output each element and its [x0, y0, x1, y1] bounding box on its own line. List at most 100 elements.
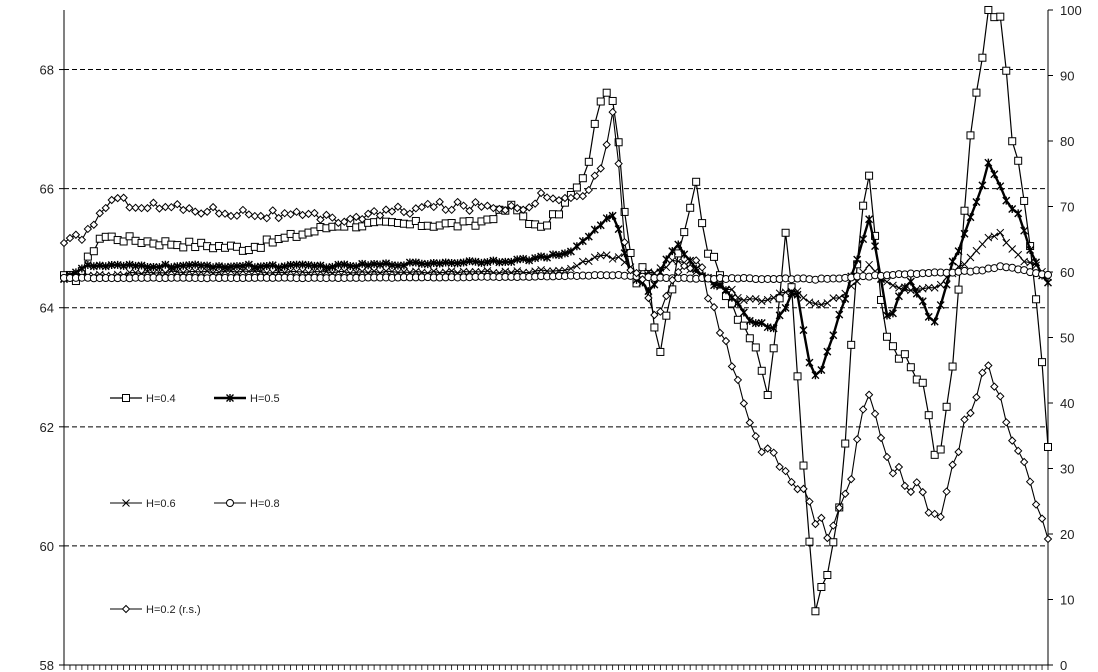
data-point	[280, 262, 289, 271]
data-point	[602, 88, 611, 97]
data-point	[209, 263, 218, 272]
data-point	[310, 227, 319, 236]
data-point	[740, 296, 748, 305]
data-point	[155, 241, 164, 250]
data-point	[936, 512, 945, 522]
data-point	[978, 181, 987, 190]
data-point	[894, 354, 903, 363]
data-point	[554, 196, 564, 205]
data-point	[77, 235, 87, 245]
data-point	[107, 195, 116, 205]
data-point	[560, 249, 569, 258]
data-point	[358, 259, 367, 268]
data-point	[960, 260, 969, 269]
data-point	[143, 267, 152, 276]
data-point	[316, 267, 325, 276]
data-point	[781, 228, 790, 237]
data-point	[638, 275, 647, 284]
data-point	[399, 261, 408, 270]
data-point	[304, 209, 313, 219]
data-point	[471, 257, 480, 266]
legend-label: H=0.4	[146, 393, 176, 405]
data-point	[423, 199, 432, 209]
data-point	[930, 509, 939, 519]
series-x	[60, 228, 1052, 309]
data-point	[89, 220, 99, 229]
data-point	[447, 258, 456, 267]
legend-label: H=0.5	[250, 393, 280, 405]
data-point	[716, 282, 724, 291]
data-point	[393, 202, 403, 211]
data-point	[709, 302, 719, 312]
series-square	[60, 5, 1052, 616]
data-point	[846, 474, 856, 484]
data-point	[817, 582, 826, 591]
data-point	[912, 478, 922, 487]
data-point	[596, 221, 605, 230]
data-point	[459, 201, 468, 210]
data-point	[948, 460, 957, 469]
data-point	[483, 258, 492, 267]
right-tick-label: 90	[1060, 69, 1074, 84]
data-point	[328, 213, 337, 222]
data-point	[775, 294, 784, 303]
data-point	[256, 243, 265, 252]
data-point	[590, 171, 599, 180]
data-point	[721, 336, 731, 346]
data-point	[536, 188, 546, 198]
data-point	[662, 263, 671, 272]
right-tick-label: 10	[1060, 593, 1074, 608]
data-point	[489, 215, 498, 224]
data-point	[889, 281, 897, 290]
data-point	[936, 301, 945, 310]
data-point	[865, 215, 874, 224]
data-point	[387, 207, 397, 216]
data-point	[751, 343, 760, 352]
data-point	[531, 254, 540, 263]
data-point	[620, 207, 629, 216]
data-point	[906, 487, 916, 497]
data-point	[578, 174, 587, 183]
data-point	[596, 251, 605, 260]
data-point	[292, 260, 301, 269]
data-point	[501, 206, 510, 215]
data-point	[125, 260, 134, 269]
data-point	[203, 261, 212, 270]
data-point	[382, 267, 390, 276]
data-point	[864, 390, 874, 399]
data-point	[781, 303, 790, 312]
data-point	[322, 210, 331, 220]
data-point	[1044, 270, 1052, 279]
right-tick-label: 50	[1060, 331, 1074, 346]
data-point	[572, 191, 582, 201]
data-point	[1014, 156, 1023, 165]
data-point	[369, 206, 379, 216]
data-point	[847, 340, 856, 349]
data-point	[399, 207, 409, 217]
data-point	[393, 261, 402, 270]
data-point	[525, 256, 534, 265]
data-point	[244, 260, 253, 269]
data-point	[865, 171, 874, 180]
data-point	[1014, 250, 1023, 259]
data-point	[841, 294, 850, 303]
data-point	[841, 289, 850, 298]
data-point	[930, 450, 939, 459]
right-tick-label: 70	[1060, 200, 1074, 215]
data-point	[519, 254, 528, 263]
data-point	[793, 372, 802, 381]
series-line	[63, 231, 1049, 306]
data-point	[215, 262, 224, 271]
legend-item: H=0.8	[214, 498, 280, 510]
data-point	[930, 317, 939, 326]
right-tick-label: 40	[1060, 396, 1074, 411]
data-point	[692, 177, 701, 186]
data-point	[954, 285, 963, 294]
data-point	[340, 217, 349, 226]
data-point	[984, 361, 993, 370]
data-point	[954, 447, 963, 457]
data-point	[364, 261, 373, 270]
data-point	[1026, 245, 1035, 254]
series-diamond	[59, 107, 1053, 544]
legend-marker	[226, 499, 234, 507]
